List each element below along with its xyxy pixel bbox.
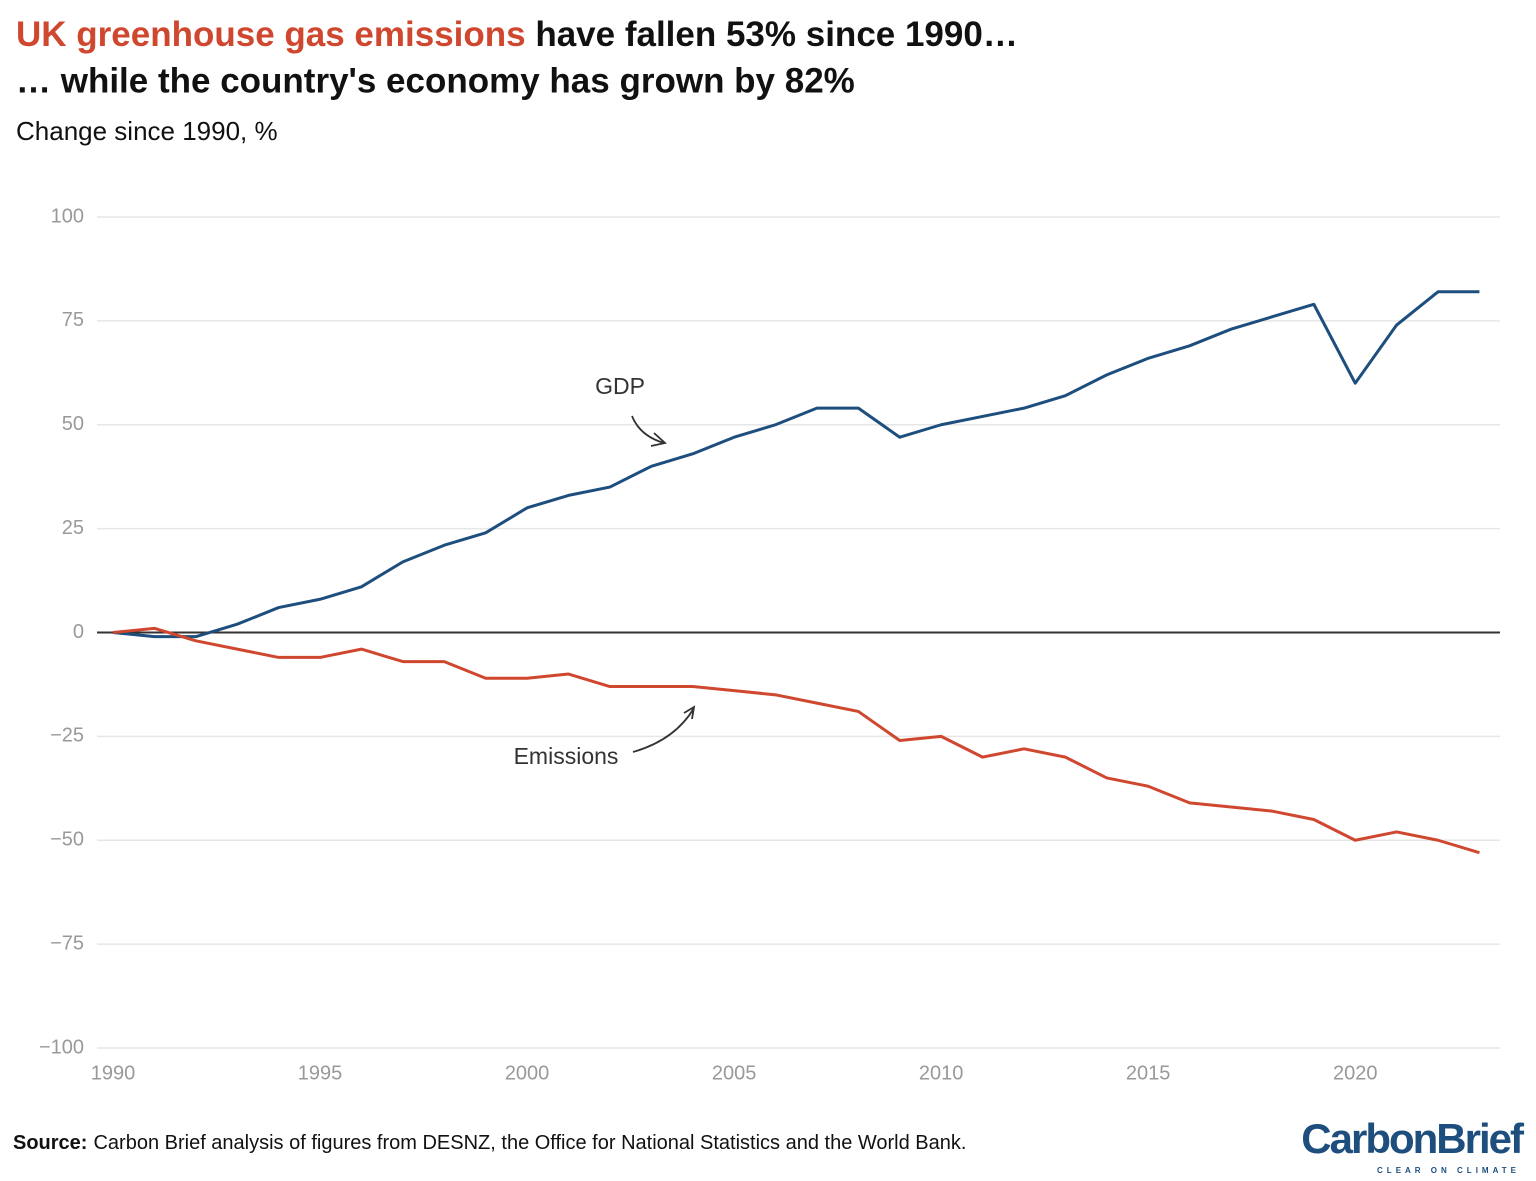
source-note: Source: Carbon Brief analysis of figures … xyxy=(13,1132,966,1154)
series-line xyxy=(112,626,1480,855)
chart-title: UK greenhouse gas emissions have fallen … xyxy=(16,15,1018,54)
y-tick-label: −75 xyxy=(50,932,84,954)
chart-subtitle: Change since 1990, % xyxy=(16,116,278,146)
y-tick-label: −25 xyxy=(50,725,84,747)
x-tick-label: 1990 xyxy=(91,1062,136,1084)
logo: CarbonBrief xyxy=(1301,1115,1525,1162)
plot-area: −100 −75 −50 −25 0 25 50 75 100 1990 1995 2000 2005 2… xyxy=(39,205,1500,1084)
title-highlight: UK greenhouse gas emissions xyxy=(16,15,526,54)
y-tick-label: 0 xyxy=(73,621,84,643)
source-text: Carbon Brief analysis of figures from DE… xyxy=(93,1132,966,1154)
x-tick-label: 2015 xyxy=(1126,1062,1171,1084)
title-rest: have fallen 53% since 1990… xyxy=(526,15,1018,54)
chart-title-line2: … while the country's economy has grown … xyxy=(16,61,855,100)
series-label: Emissions xyxy=(514,743,619,769)
x-tick-label: 2000 xyxy=(505,1062,550,1084)
series-line xyxy=(112,290,1480,639)
series-label: GDP xyxy=(595,373,645,399)
x-tick-label: 2005 xyxy=(712,1062,757,1084)
y-tick-label: 50 xyxy=(62,413,84,435)
logo-tagline: CLEAR ON CLIMATE xyxy=(1377,1166,1520,1175)
y-tick-label: 100 xyxy=(51,205,84,227)
y-tick-label: −50 xyxy=(50,829,84,851)
source-label: Source: xyxy=(13,1132,87,1154)
gdp-arrow xyxy=(631,415,667,447)
emissions-arrow xyxy=(632,705,696,753)
y-tick-label: 25 xyxy=(62,517,84,539)
x-tick-label: 2010 xyxy=(919,1062,964,1084)
x-tick-label: 2020 xyxy=(1333,1062,1378,1084)
y-tick-label: −100 xyxy=(39,1036,84,1058)
x-tick-label: 1995 xyxy=(298,1062,343,1084)
y-tick-label: 75 xyxy=(62,309,84,331)
